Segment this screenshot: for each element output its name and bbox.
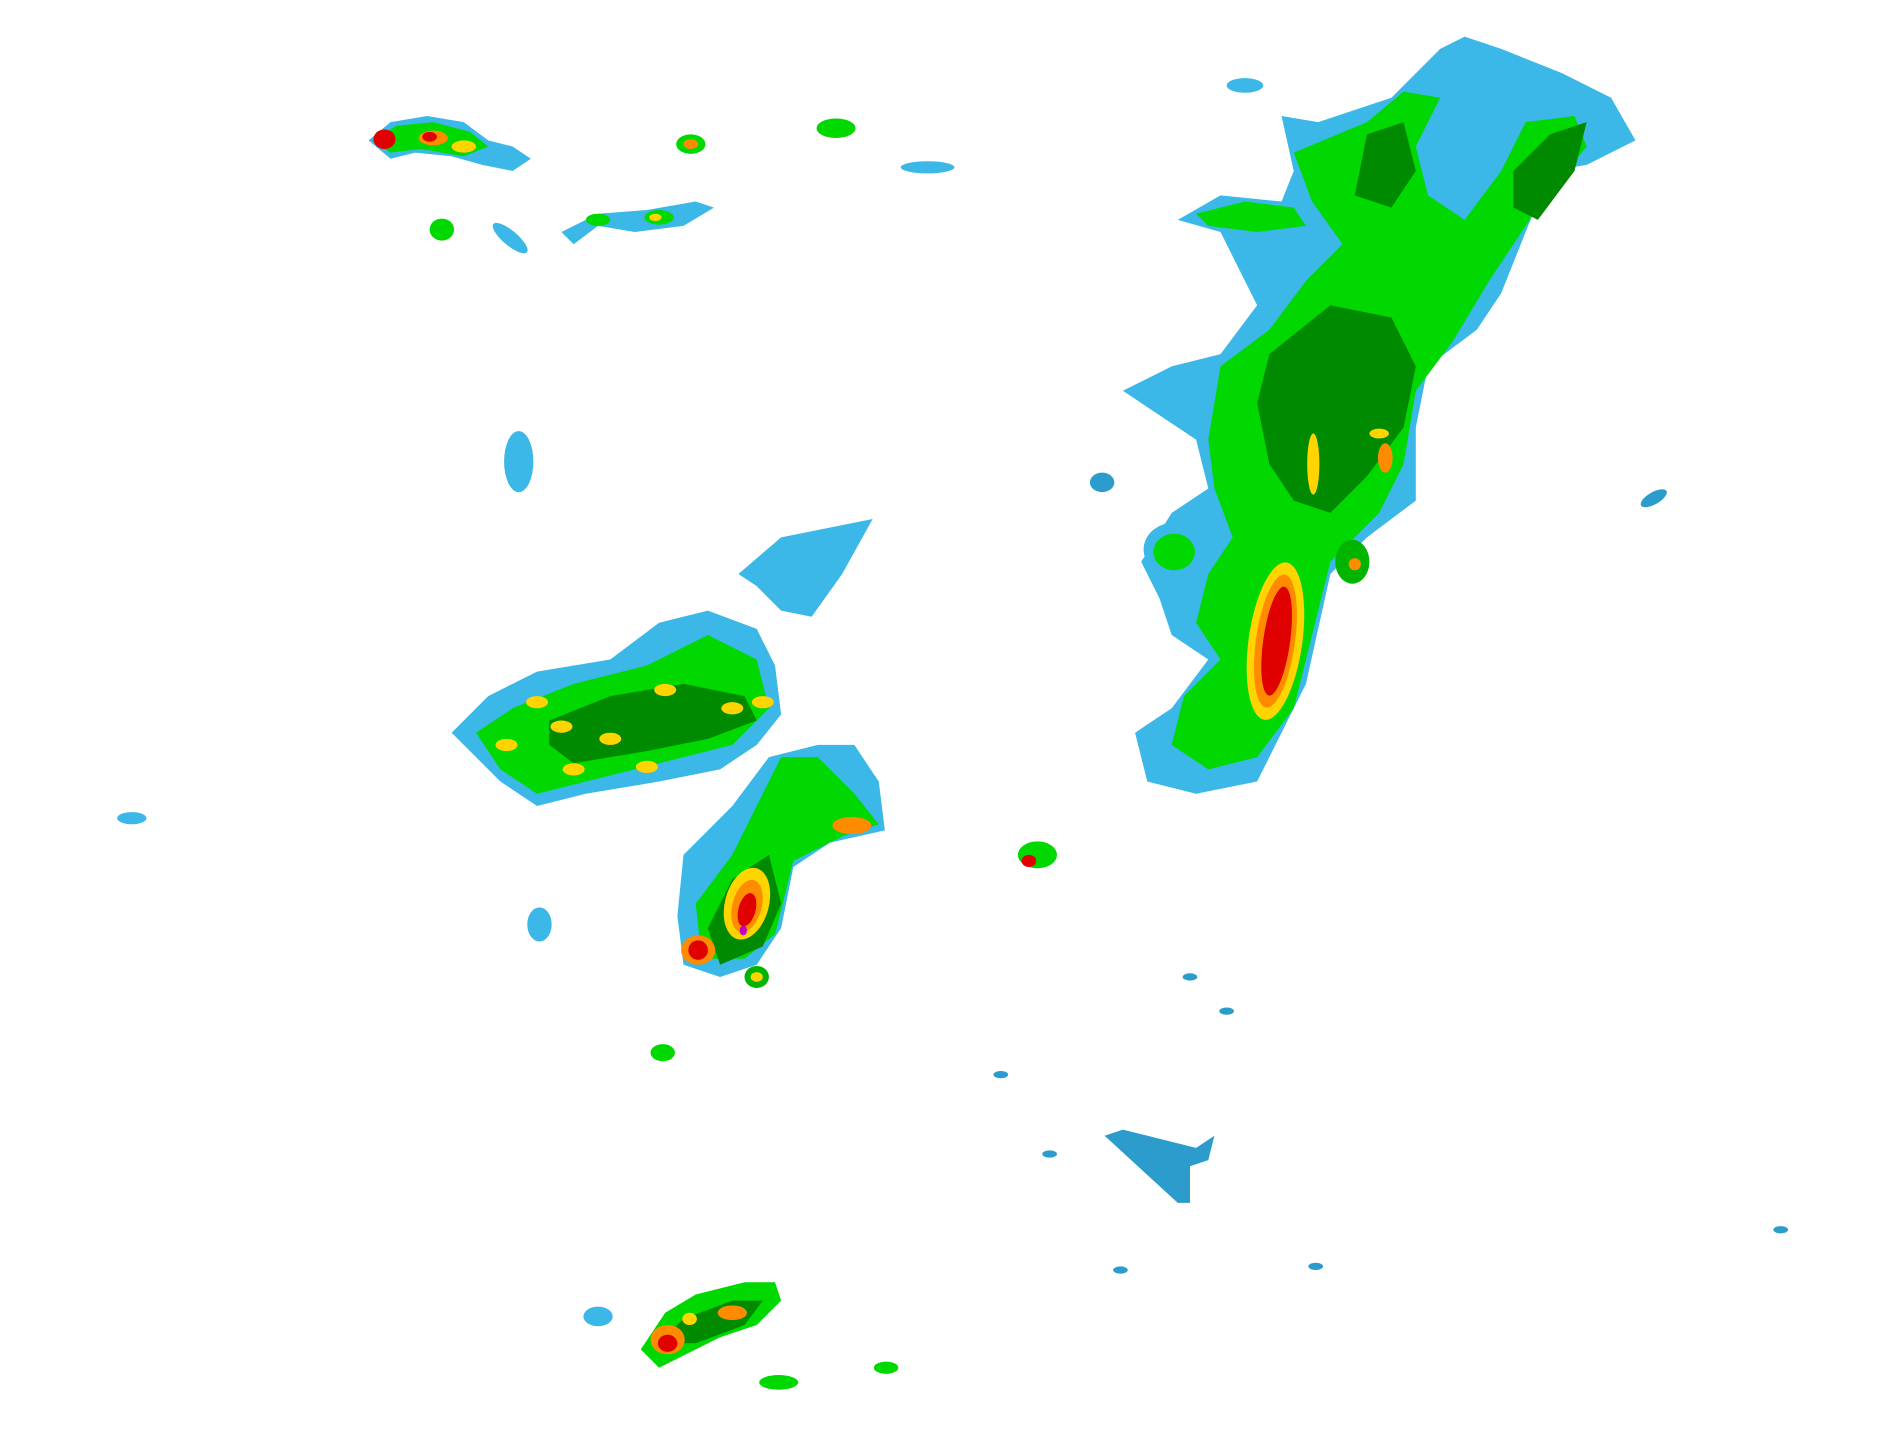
cell-lower-small — [650, 1044, 675, 1062]
cell-bottom-small — [759, 1375, 799, 1390]
cell-sw-red — [688, 940, 708, 960]
echo-central-north — [738, 519, 873, 617]
cell-nw-small — [429, 218, 455, 241]
echo-speck-3 — [1773, 1226, 1789, 1234]
echo-speck-6 — [993, 1070, 1009, 1079]
cell-e-orange — [1348, 558, 1361, 571]
cell-se-orange — [832, 816, 872, 835]
echo-se-streaks — [1104, 1129, 1215, 1203]
cell-nw-red-1 — [373, 129, 396, 149]
cell-n-band-1 — [585, 213, 611, 226]
cell-ne-yellow-2 — [1307, 433, 1320, 495]
echo-speck-0 — [1219, 1007, 1234, 1015]
cell-central-yellow-3 — [635, 760, 658, 774]
cell-bottom-yellow — [682, 1312, 697, 1325]
cell-central-yellow-4 — [654, 683, 677, 697]
echo-west-blob — [504, 431, 534, 493]
cell-bottom-small-2 — [873, 1361, 899, 1374]
echo-ne-dark-2 — [1354, 122, 1416, 208]
precipitation-layer — [117, 36, 1789, 1390]
cell-central-yellow-5 — [721, 702, 744, 715]
echo-far-west — [117, 812, 147, 825]
cell-ne-orange-2 — [1377, 443, 1393, 473]
echo-nw-streak — [492, 222, 528, 254]
echo-ne-dark — [1257, 305, 1416, 513]
cell-n-orange — [683, 139, 699, 149]
echo-n-band — [561, 201, 714, 245]
cell-mid-red — [1021, 854, 1037, 868]
echo-west-small — [527, 907, 552, 942]
echo-bottom-blue — [583, 1306, 613, 1327]
echo-far-east — [1640, 489, 1667, 508]
echo-speck-1 — [1182, 973, 1198, 981]
cell-n-green-2 — [816, 118, 856, 138]
cell-ne-yellow-3 — [1369, 428, 1389, 439]
echo-ne-dark-3 — [1513, 122, 1587, 220]
cell-central-yellow-0 — [550, 720, 573, 733]
cell-nw-red-2 — [422, 131, 437, 142]
cell-central-yellow-2 — [562, 763, 585, 776]
echo-speck-4 — [1113, 1266, 1128, 1274]
cell-central-yellow-6 — [751, 696, 774, 709]
cell-w-green — [1153, 533, 1195, 571]
cell-south-core — [739, 925, 747, 936]
echo-central-dark — [549, 683, 757, 764]
cell-central-yellow-7 — [495, 738, 518, 752]
cell-central-yellow-8 — [526, 696, 549, 709]
echo-small-1 — [1089, 472, 1115, 493]
echo-ne-band — [1196, 201, 1306, 233]
echo-n-small — [1226, 78, 1264, 93]
echo-n-streak — [900, 161, 955, 174]
cell-bottom-orange-2 — [717, 1305, 747, 1321]
cell-n-band-core — [649, 213, 662, 222]
cell-ne-red — [1261, 586, 1292, 696]
cell-s-small-core — [750, 972, 763, 982]
cell-nw-yellow — [451, 140, 476, 153]
cell-central-yellow-1 — [599, 732, 622, 745]
cell-bottom-red — [657, 1334, 678, 1352]
echo-speck-2 — [1308, 1262, 1324, 1271]
echo-speck-5 — [1042, 1150, 1057, 1158]
cell-south-red — [737, 893, 757, 927]
